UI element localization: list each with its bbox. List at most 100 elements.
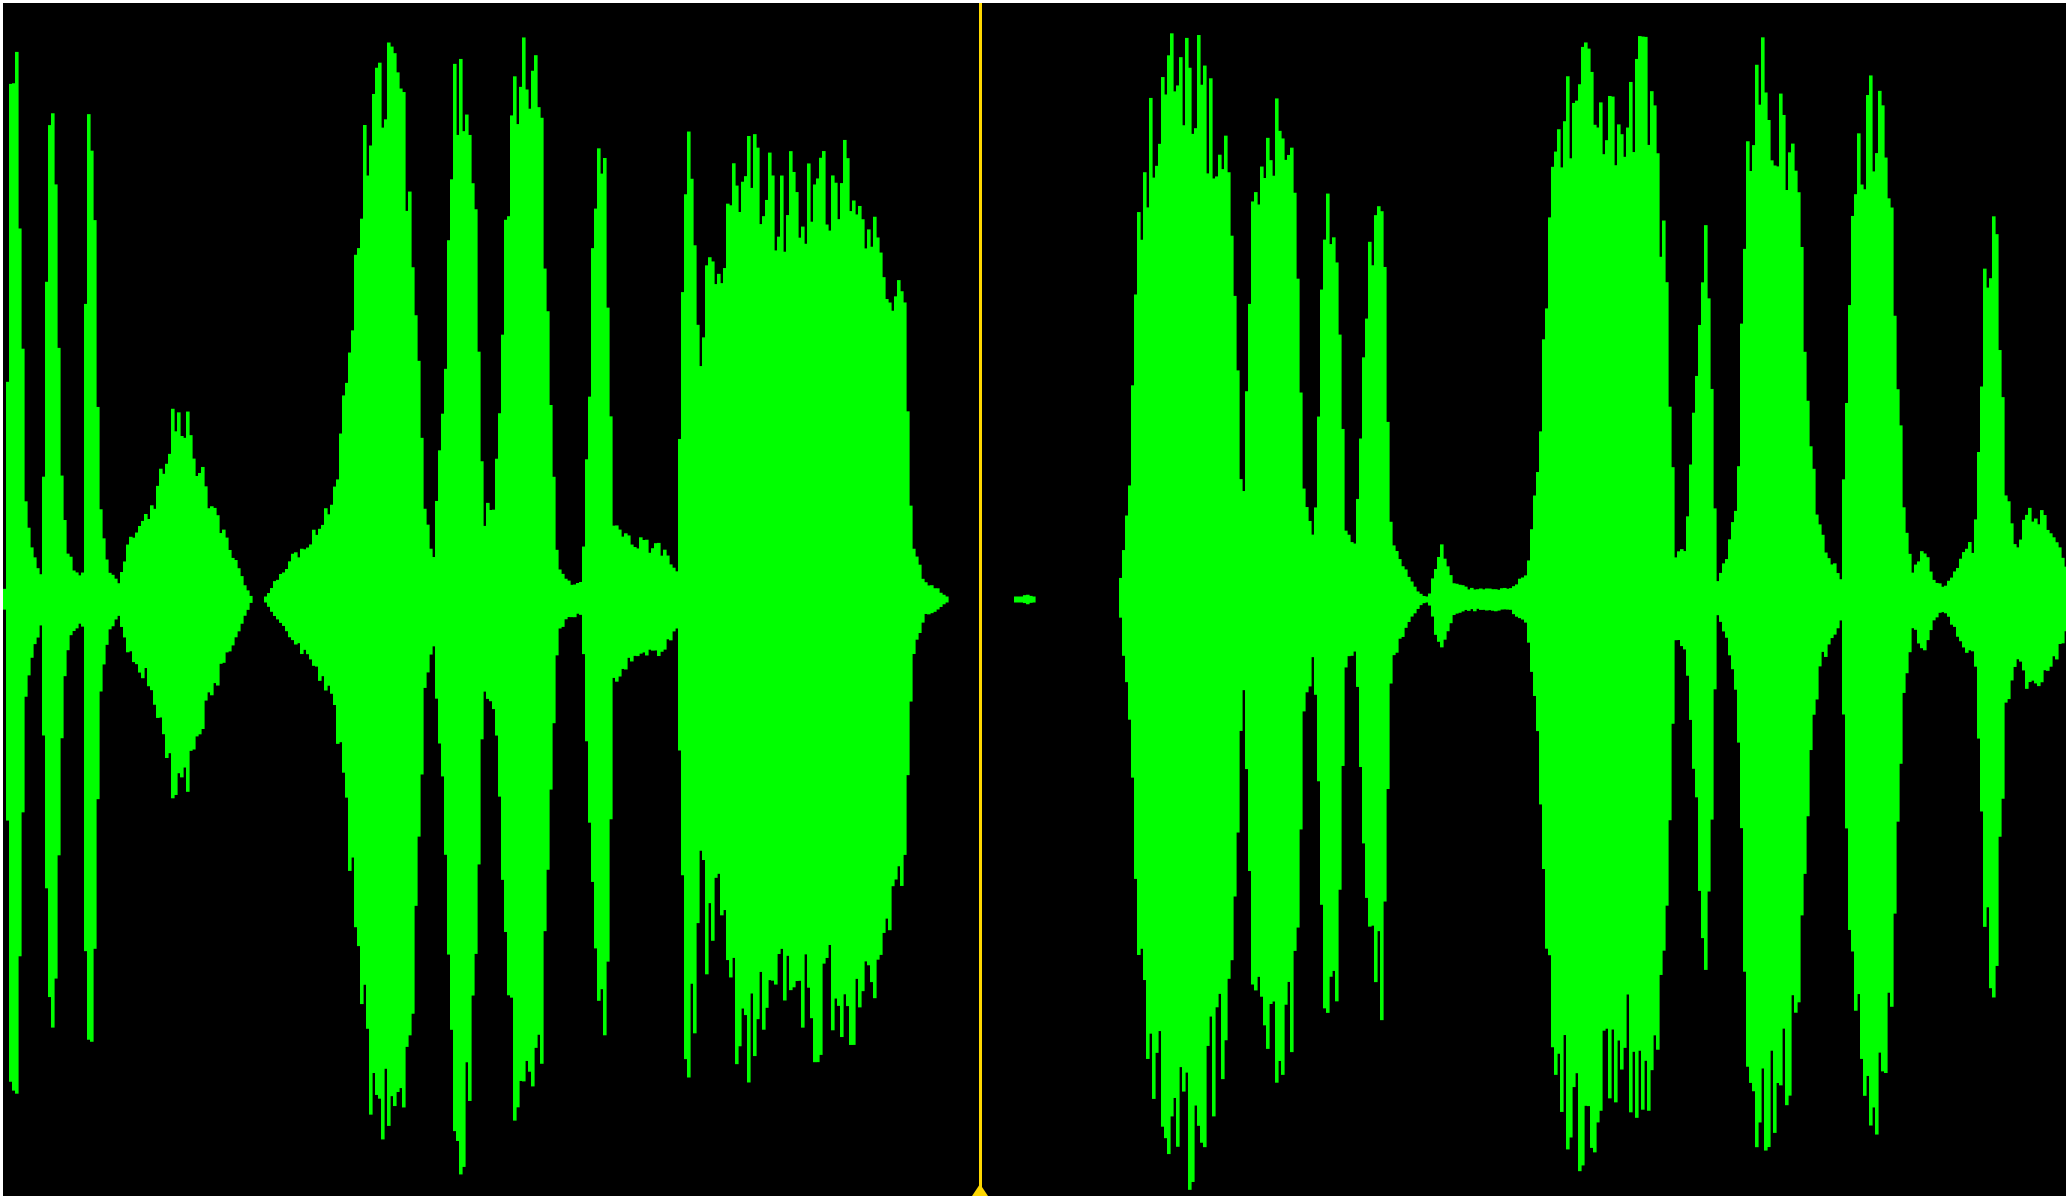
waveform-sample [138,525,142,673]
playhead-marker[interactable] [972,1184,988,1196]
waveform-sample [777,236,781,955]
waveform-sample [1407,576,1411,622]
waveform-sample [315,534,319,667]
waveform-sample [804,243,808,955]
playhead-line[interactable] [979,3,982,1196]
waveform-sample [24,501,28,697]
waveform-sample [1149,97,1153,1034]
waveform-sample [2049,533,2053,667]
waveform-sample [2013,544,2017,667]
waveform-sample [567,580,571,618]
waveform-sample [639,537,643,654]
waveform-sample [1431,578,1435,617]
waveform-sample [2010,523,2014,681]
waveform-sample [18,228,22,957]
waveform-canvas[interactable] [3,3,2066,1196]
waveform-sample [1440,544,1444,648]
waveform-sample [1248,303,1252,872]
waveform-sample [1635,58,1639,1118]
waveform-sample [861,219,865,992]
waveform-sample [513,76,517,1121]
waveform-sample [57,347,61,856]
waveform-sample [501,334,505,880]
waveform-sample [366,175,370,1029]
waveform-sample [807,163,811,988]
waveform-sample [1194,128,1198,1106]
waveform-sample [1167,55,1171,1155]
waveform-sample [558,569,562,629]
waveform-sample [1572,102,1576,1088]
waveform-sample [1260,166,1264,997]
waveform-sample [354,254,358,928]
waveform-sample [672,567,676,632]
waveform-sample [1923,553,1927,651]
waveform-sample [1824,552,1828,657]
waveform-sample [1185,37,1189,1073]
waveform-sample [132,537,136,663]
waveform-sample [1197,35,1201,1126]
waveform-sample [1899,425,1903,764]
waveform-sample [156,485,160,718]
waveform-sample [2058,547,2062,644]
waveform-sample [1413,586,1417,614]
waveform-sample [417,360,421,837]
waveform-sample [849,211,853,1045]
waveform-sample [1479,588,1483,610]
waveform-sample [1851,215,1855,952]
waveform-sample [1983,268,1987,927]
waveform-sample [1707,298,1711,892]
waveform-sample [1122,550,1126,656]
waveform-sample [1128,485,1132,720]
waveform-sample [1386,421,1390,790]
waveform-sample [597,148,601,1001]
waveform-sample [1581,46,1585,1166]
waveform-sample [1467,589,1471,611]
waveform-sample [1932,579,1936,621]
waveform-sample [1245,391,1249,770]
waveform-sample [348,352,352,871]
waveform-sample [1578,84,1582,1172]
waveform-sample [447,240,451,955]
waveform-sample [1485,588,1489,611]
waveform-sample [1692,412,1696,769]
waveform-sample [1815,514,1819,700]
waveform-sample [126,544,130,653]
waveform-sample [195,475,199,737]
waveform-sample [774,250,778,985]
waveform-sample [1773,165,1777,1133]
waveform-sample [471,183,475,996]
waveform-sample [1725,559,1729,638]
waveform-sample [648,552,652,650]
waveform-sample [828,230,832,945]
waveform-sample [573,584,577,618]
waveform-sample [1704,225,1708,970]
waveform-sample [1242,491,1246,691]
waveform-sample [507,216,511,996]
waveform-sample [1437,556,1441,642]
waveform-sample [654,543,658,651]
waveform-sample [816,178,820,1063]
waveform-sample [1650,91,1654,1071]
waveform-sample [1263,177,1267,1026]
waveform-sample [1401,566,1405,637]
waveform-sample [546,311,550,870]
waveform-sample [438,450,442,744]
waveform-sample [63,520,67,677]
waveform-sample [2022,519,2026,671]
waveform-sample [1770,160,1774,1051]
waveform-sample [762,216,766,1030]
waveform-sample [162,473,166,735]
waveform-sample [171,408,175,799]
waveform-sample [1761,37,1765,1069]
waveform-sample [1281,138,1285,1075]
waveform-sample [876,237,880,960]
waveform-sample [1995,234,1999,966]
waveform-view[interactable] [3,3,2066,1196]
waveform-sample [843,139,847,995]
waveform-sample [72,570,76,632]
waveform-sample [1356,498,1360,687]
waveform-sample [426,524,430,673]
waveform-sample [1998,350,2002,837]
waveform-sample [453,63,457,1132]
waveform-sample [1266,137,1270,1049]
